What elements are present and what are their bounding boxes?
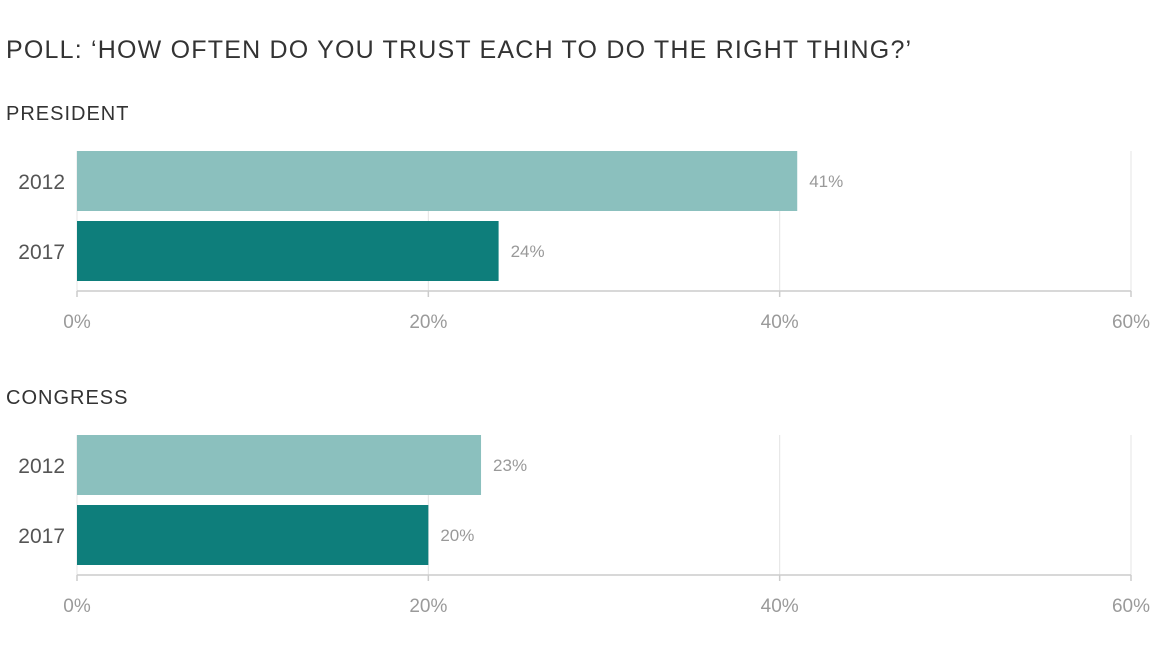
category-label-president-2017: 2017 bbox=[18, 241, 65, 264]
value-label-president-2017: 24% bbox=[511, 242, 545, 261]
tick-label-president-3: 60% bbox=[1112, 312, 1150, 333]
category-label-president-2012: 2012 bbox=[18, 171, 65, 194]
tick-label-president-2: 40% bbox=[761, 312, 799, 333]
chart-title: POLL: ‘HOW OFTEN DO YOU TRUST EACH TO DO… bbox=[6, 36, 913, 64]
tick-label-congress-1: 20% bbox=[409, 596, 447, 617]
category-label-congress-2012: 2012 bbox=[18, 455, 65, 478]
bar-president-2012 bbox=[77, 151, 798, 211]
value-label-congress-2017: 20% bbox=[440, 526, 474, 545]
tick-label-congress-3: 60% bbox=[1112, 596, 1150, 617]
value-label-president-2012: 41% bbox=[809, 172, 843, 191]
tick-label-congress-0: 0% bbox=[63, 596, 91, 617]
value-label-congress-2012: 23% bbox=[493, 456, 527, 475]
bar-congress-2012 bbox=[77, 435, 482, 495]
bar-congress-2017 bbox=[77, 505, 429, 565]
panel-title-president: PRESIDENT bbox=[6, 103, 130, 125]
tick-label-president-0: 0% bbox=[63, 312, 91, 333]
tick-label-president-1: 20% bbox=[409, 312, 447, 333]
category-label-congress-2017: 2017 bbox=[18, 525, 65, 548]
bar-president-2017 bbox=[77, 221, 499, 281]
tick-label-congress-2: 40% bbox=[761, 596, 799, 617]
panel-title-congress: CONGRESS bbox=[6, 387, 129, 409]
